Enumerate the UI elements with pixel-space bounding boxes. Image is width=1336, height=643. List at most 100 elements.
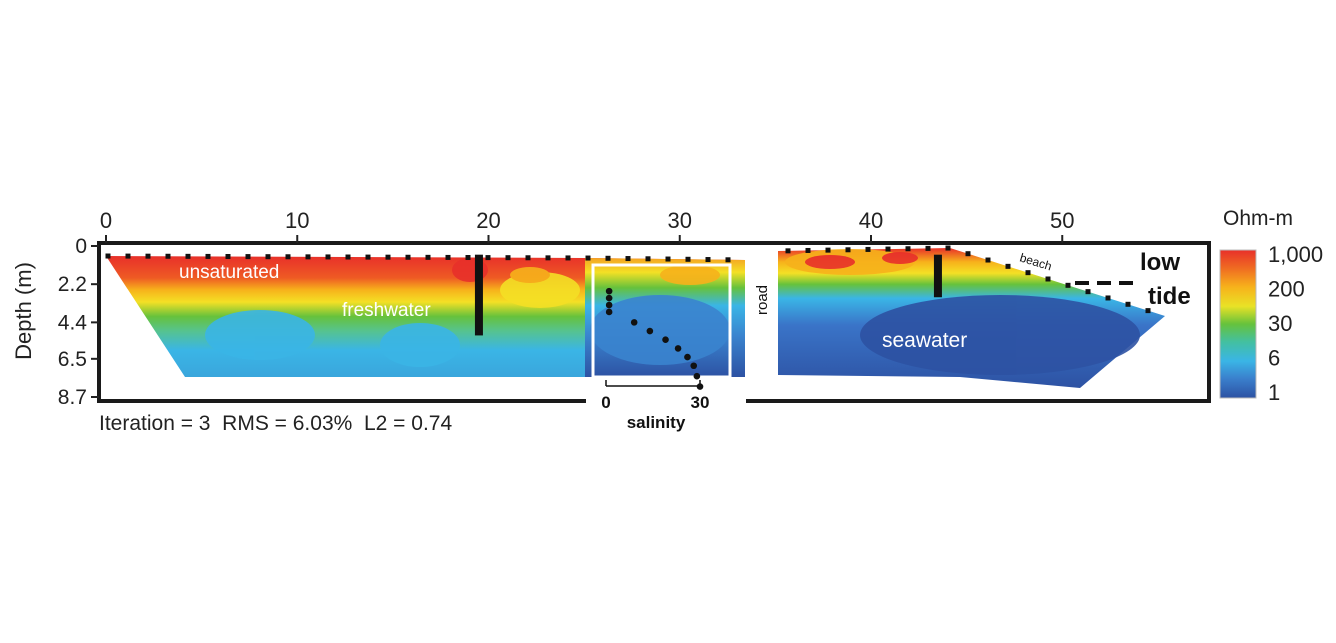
electrode: [805, 247, 811, 253]
salinity-point: [605, 287, 613, 295]
well: [474, 254, 483, 336]
resistivity-patches: [205, 249, 1140, 375]
electrode: [465, 255, 471, 261]
electrode: [445, 254, 451, 260]
salinity-point: [605, 308, 613, 316]
electrode: [225, 254, 231, 260]
salinity-point: [684, 353, 691, 361]
y-axis: 0 2.2 4.4 6.5 8.7: [58, 235, 99, 409]
electrode: [605, 255, 611, 261]
electrode: [145, 253, 151, 259]
y-tick-label: 6.5: [58, 348, 87, 371]
salinity-point: [646, 327, 654, 335]
electrode: [1085, 289, 1091, 295]
wells: [474, 254, 942, 336]
inset-tick-label: 30: [691, 393, 710, 412]
colorbar-label: 1: [1268, 380, 1280, 405]
electrode: [165, 253, 171, 259]
label-unsaturated: unsaturated: [179, 262, 279, 283]
inset-xlabel: salinity: [627, 413, 686, 432]
label-beach: beach: [1018, 250, 1053, 273]
road-strip: [746, 246, 778, 399]
electrode: [945, 245, 951, 251]
electrode: [425, 254, 431, 260]
electrode: [1105, 295, 1111, 301]
electrode: [585, 255, 591, 261]
label-road: road: [754, 285, 771, 315]
electrode: [485, 255, 491, 261]
colorbar-label: 30: [1268, 311, 1292, 336]
colorbar: [1219, 249, 1257, 399]
salinity-point: [662, 336, 669, 344]
salinity-point: [696, 383, 704, 390]
electrode: [285, 254, 291, 260]
salinity-point: [690, 362, 698, 370]
electrode: [205, 253, 211, 259]
electrode: [625, 256, 631, 262]
electrode: [705, 257, 711, 263]
electrode: [665, 256, 671, 262]
colorbar-label: 6: [1268, 346, 1280, 371]
electrode: [1065, 282, 1071, 288]
x-tick-label: 50: [1050, 208, 1074, 233]
electrode: [965, 251, 971, 257]
electrode-line: [105, 245, 1151, 314]
electrode: [505, 255, 511, 261]
electrode: [105, 253, 111, 259]
x-tick-label: 0: [100, 208, 112, 233]
electrode: [865, 246, 871, 252]
y-axis-label: Depth (m): [11, 262, 36, 360]
electrode: [405, 254, 411, 260]
electrode: [545, 255, 551, 261]
y-tick-label: 4.4: [58, 311, 88, 334]
colorbar-title: Ohm-m: [1223, 207, 1293, 230]
electrode: [385, 254, 391, 260]
label-low: low: [1140, 249, 1180, 276]
label-freshwater: freshwater: [342, 300, 431, 321]
frame-gap: [586, 397, 746, 405]
label-tide: tide: [1148, 283, 1191, 310]
electrode: [345, 254, 351, 260]
well: [933, 254, 942, 298]
electrode: [985, 257, 991, 263]
electrode: [325, 254, 331, 260]
y-tick-label: 0: [75, 235, 87, 258]
colorbar-label: 200: [1268, 277, 1305, 302]
inset-tick-label: 0: [601, 393, 610, 412]
x-tick-label: 20: [476, 208, 500, 233]
electrode: [725, 257, 731, 263]
salinity-point: [630, 319, 638, 326]
electrode: [565, 255, 571, 261]
x-tick-label: 10: [285, 208, 309, 233]
y-tick-label: 8.7: [58, 386, 87, 409]
electrode: [905, 246, 911, 252]
electrode: [785, 248, 791, 254]
electrode: [185, 253, 191, 259]
electrode: [305, 254, 311, 260]
electrode: [1005, 263, 1011, 269]
electrode: [645, 256, 651, 262]
salinity-inset: 0 30: [601, 287, 710, 412]
x-axis: 0 10 20 30 40 50: [100, 208, 1074, 243]
x-tick-label: 30: [668, 208, 692, 233]
label-seawater: seawater: [882, 329, 967, 352]
y-tick-label: 2.2: [58, 273, 87, 296]
electrode: [265, 254, 271, 260]
salinity-point: [693, 372, 701, 380]
electrode: [1125, 301, 1131, 307]
electrode: [125, 253, 131, 259]
colorbar-label: 1,000: [1268, 242, 1323, 267]
electrode: [845, 247, 851, 253]
inset-box: [591, 263, 732, 379]
salinity-point: [674, 345, 682, 352]
electrode: [825, 247, 831, 253]
footer-stats: Iteration = 3 RMS = 6.03% L2 = 0.74: [99, 412, 452, 435]
x-tick-label: 40: [859, 208, 883, 233]
electrode: [1045, 276, 1051, 282]
salinity-point: [605, 301, 613, 309]
electrode: [1145, 308, 1151, 314]
colorbar-ticks: 1,000 200 30 6 1: [1268, 242, 1323, 405]
salinity-point: [605, 294, 613, 302]
electrode: [245, 254, 251, 260]
